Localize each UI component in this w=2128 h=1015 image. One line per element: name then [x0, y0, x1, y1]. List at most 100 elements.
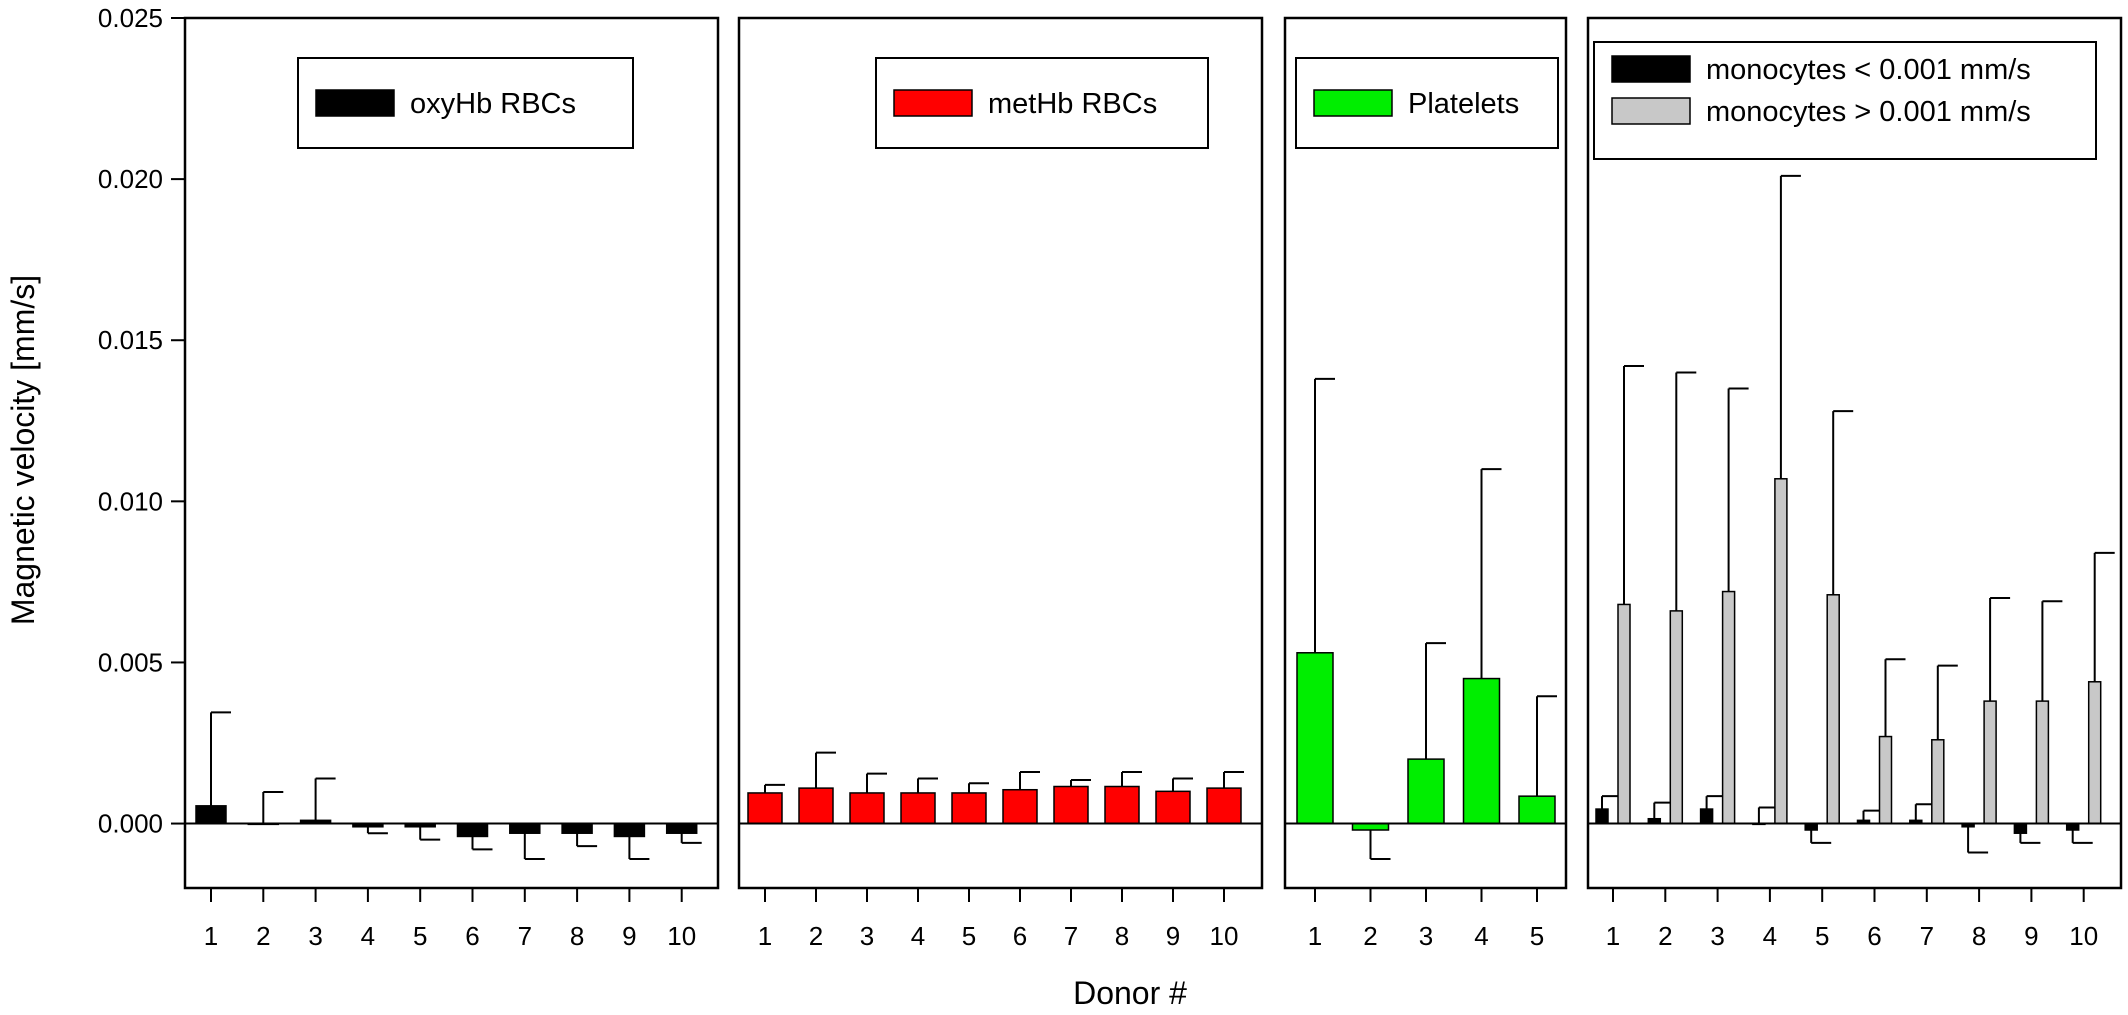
legend-swatch	[1611, 55, 1691, 83]
legend: metHb RBCs	[875, 57, 1209, 149]
bar	[1053, 785, 1089, 825]
bar	[2035, 700, 2050, 825]
x-tick-label: 2	[1658, 921, 1672, 951]
bar	[1721, 590, 1736, 825]
bar	[1878, 735, 1893, 825]
panel-3: 1 2 3 4 5 Platelets	[1283, 16, 1568, 951]
panel-frame	[1586, 16, 2123, 890]
bar	[1462, 677, 1501, 825]
bar	[747, 792, 783, 825]
legend: oxyHb RBCs	[297, 57, 634, 149]
bar	[1826, 594, 1840, 825]
x-tick-label: 10	[1210, 921, 1239, 951]
bar	[1155, 790, 1191, 825]
bar	[1518, 795, 1556, 825]
panels: 1 2 3 4 5 6 7 8 9 10 oxyHb RBCs 1 2 3 4 5 6 7 8 9 10 metHb RB…	[183, 16, 2123, 951]
bar	[1983, 700, 1997, 825]
panel-frame	[737, 16, 1264, 890]
x-tick-label: 3	[308, 921, 322, 951]
x-tick-label: 9	[1166, 921, 1180, 951]
x-tick-label: 8	[1972, 921, 1986, 951]
bar	[1206, 787, 1242, 825]
x-tick-label: 7	[1064, 921, 1078, 951]
x-tick-label: 5	[1530, 921, 1544, 951]
legend: monocytes < 0.001 mm/s monocytes > 0.001 …	[1593, 41, 2097, 160]
x-tick-label: 4	[361, 921, 375, 951]
panel-2: 1 2 3 4 5 6 7 8 9 10 metHb RBCs	[737, 16, 1264, 951]
legend-swatch	[315, 89, 395, 117]
x-tick-label: 3	[860, 921, 874, 951]
x-tick-label: 1	[758, 921, 772, 951]
y-tick-label: 0.010	[98, 486, 163, 516]
bar	[798, 787, 834, 825]
x-tick-label: 9	[622, 921, 636, 951]
bar	[613, 822, 646, 838]
x-tick-label: 4	[1474, 921, 1488, 951]
y-axis-title: Magnetic velocity [mm/s]	[5, 275, 41, 625]
bar	[1104, 785, 1140, 825]
y-tick-label: 0.005	[98, 647, 163, 677]
y-axis: 0.000 0.005 0.010 0.015 0.020 0.025	[98, 3, 185, 839]
x-tick-label: 6	[1867, 921, 1881, 951]
x-tick-label: 10	[2069, 921, 2098, 951]
x-tick-label: 2	[1363, 921, 1377, 951]
x-tick-label: 1	[1606, 921, 1620, 951]
x-tick-label: 5	[1815, 921, 1829, 951]
bar	[665, 822, 698, 834]
x-tick-label: 6	[1013, 921, 1027, 951]
legend-label: oxyHb RBCs	[410, 88, 576, 120]
legend-label: monocytes > 0.001 mm/s	[1706, 96, 2031, 128]
y-tick-label: 0.015	[98, 325, 163, 355]
legend-swatch	[1313, 89, 1393, 117]
bar	[2087, 681, 2102, 825]
y-tick-label: 0.025	[98, 3, 163, 33]
bar	[1617, 603, 1631, 825]
panel-frame	[183, 16, 720, 890]
x-tick-label: 5	[413, 921, 427, 951]
x-tick-label: 5	[962, 921, 976, 951]
bar	[456, 822, 489, 838]
bar	[1774, 478, 1788, 825]
x-tick-label: 1	[204, 921, 218, 951]
bar	[849, 792, 885, 825]
x-tick-label: 7	[518, 921, 532, 951]
bar	[1002, 788, 1038, 825]
x-tick-label: 6	[465, 921, 479, 951]
x-tick-label: 4	[1763, 921, 1777, 951]
bar	[1699, 808, 1714, 825]
bar	[1296, 652, 1334, 825]
x-tick-label: 8	[1115, 921, 1129, 951]
bar	[509, 822, 541, 834]
bar	[561, 822, 593, 834]
legend-label: monocytes < 0.001 mm/s	[1706, 54, 2031, 86]
x-tick-label: 1	[1308, 921, 1322, 951]
x-tick-label: 4	[911, 921, 925, 951]
legend: Platelets	[1295, 57, 1559, 149]
bar	[1595, 808, 1609, 825]
bar	[2013, 822, 2028, 834]
bar	[1407, 758, 1445, 825]
x-tick-label: 3	[1419, 921, 1433, 951]
legend-label: metHb RBCs	[988, 88, 1157, 120]
y-tick-label: 0.000	[98, 809, 163, 839]
legend-swatch	[893, 89, 973, 117]
bar	[900, 792, 936, 825]
x-tick-label: 10	[667, 921, 696, 951]
y-tick-label: 0.020	[98, 164, 163, 194]
x-tick-label: 2	[809, 921, 823, 951]
x-tick-label: 7	[1920, 921, 1934, 951]
bar	[1669, 610, 1684, 825]
panel-1: 1 2 3 4 5 6 7 8 9 10 oxyHb RBCs	[183, 16, 720, 951]
x-tick-label: 9	[2024, 921, 2038, 951]
legend-label: Platelets	[1408, 88, 1519, 120]
bar	[195, 805, 227, 825]
x-axis-title: Donor #	[1073, 975, 1187, 1011]
bar	[1931, 739, 1945, 825]
x-tick-label: 3	[1710, 921, 1724, 951]
x-tick-label: 2	[256, 921, 270, 951]
legend-swatch	[1611, 97, 1691, 125]
bar	[951, 792, 987, 825]
x-tick-label: 8	[570, 921, 584, 951]
